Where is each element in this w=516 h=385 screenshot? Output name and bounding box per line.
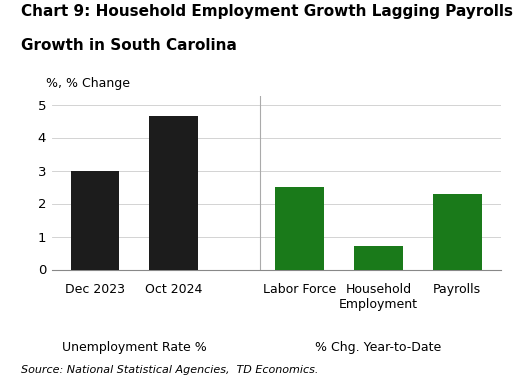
Text: Payrolls: Payrolls — [433, 283, 481, 296]
Text: Source: National Statistical Agencies,  TD Economics.: Source: National Statistical Agencies, T… — [21, 365, 318, 375]
Text: Household
Employment: Household Employment — [339, 283, 418, 311]
Text: %, % Change: %, % Change — [46, 77, 131, 90]
Bar — [275, 187, 324, 270]
Text: Growth in South Carolina: Growth in South Carolina — [21, 38, 236, 54]
Text: Labor Force: Labor Force — [263, 283, 336, 296]
Bar — [354, 246, 403, 270]
Text: Unemployment Rate %: Unemployment Rate % — [62, 341, 207, 354]
Text: Dec 2023: Dec 2023 — [65, 283, 125, 296]
Text: Chart 9: Household Employment Growth Lagging Payrolls: Chart 9: Household Employment Growth Lag… — [21, 4, 512, 19]
Bar — [433, 194, 481, 270]
Bar — [149, 116, 198, 270]
Text: Oct 2024: Oct 2024 — [145, 283, 202, 296]
Bar — [71, 171, 119, 270]
Text: % Chg. Year-to-Date: % Chg. Year-to-Date — [315, 341, 442, 354]
